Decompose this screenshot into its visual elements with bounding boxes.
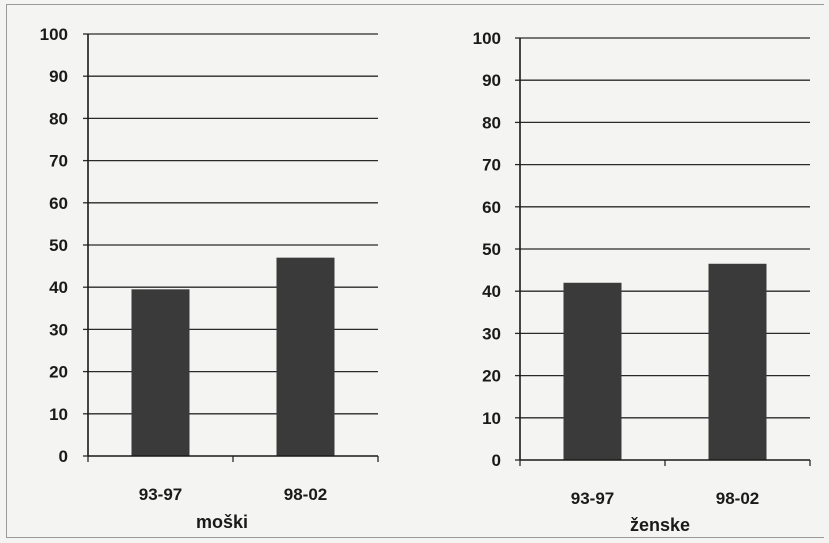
bar-93-97: [563, 282, 622, 460]
y-tick-label: 30: [49, 320, 68, 339]
y-tick-label: 90: [482, 71, 501, 90]
bar-93-97: [131, 289, 190, 456]
y-tick-label: 30: [482, 324, 501, 343]
x-tick-label: 93-97: [139, 485, 182, 504]
y-tick-label: 80: [49, 109, 68, 128]
y-tick-label: 90: [49, 67, 68, 86]
y-tick-label: 60: [49, 194, 68, 213]
bar-98-02: [708, 263, 767, 460]
y-tick-label: 20: [49, 363, 68, 382]
y-tick-label: 10: [49, 405, 68, 424]
x-tick-label: 93-97: [571, 489, 614, 508]
y-tick-label: 100: [473, 29, 501, 48]
y-tick-label: 0: [59, 447, 68, 466]
y-tick-label: 40: [482, 282, 501, 301]
y-tick-label: 80: [482, 113, 501, 132]
chart-panel-zenske: 0 10 20 30 40 50 60 70 80 90 100 93-97 98-02 ženske: [473, 29, 811, 535]
x-axis-label: ženske: [630, 515, 690, 535]
y-tick-label: 100: [40, 25, 68, 44]
chart-panel-moski: 0 10 20 30 40 50 60 70 80 90 100 93-97 98-02 moški: [40, 25, 379, 532]
x-tick-label: 98-02: [716, 489, 759, 508]
y-tick-label: 50: [49, 236, 68, 255]
x-axis-label: moški: [196, 512, 248, 532]
x-tick-label: 98-02: [284, 485, 327, 504]
y-tick-label: 10: [482, 409, 501, 428]
y-tick-label: 70: [49, 152, 68, 171]
bar-98-02: [276, 257, 335, 456]
figure-frame: [6, 4, 824, 538]
y-tick-label: 40: [49, 278, 68, 297]
y-tick-label: 50: [482, 240, 501, 259]
y-tick-label: 70: [482, 156, 501, 175]
y-tick-label: 0: [492, 451, 501, 470]
y-tick-label: 20: [482, 367, 501, 386]
y-tick-label: 60: [482, 198, 501, 217]
